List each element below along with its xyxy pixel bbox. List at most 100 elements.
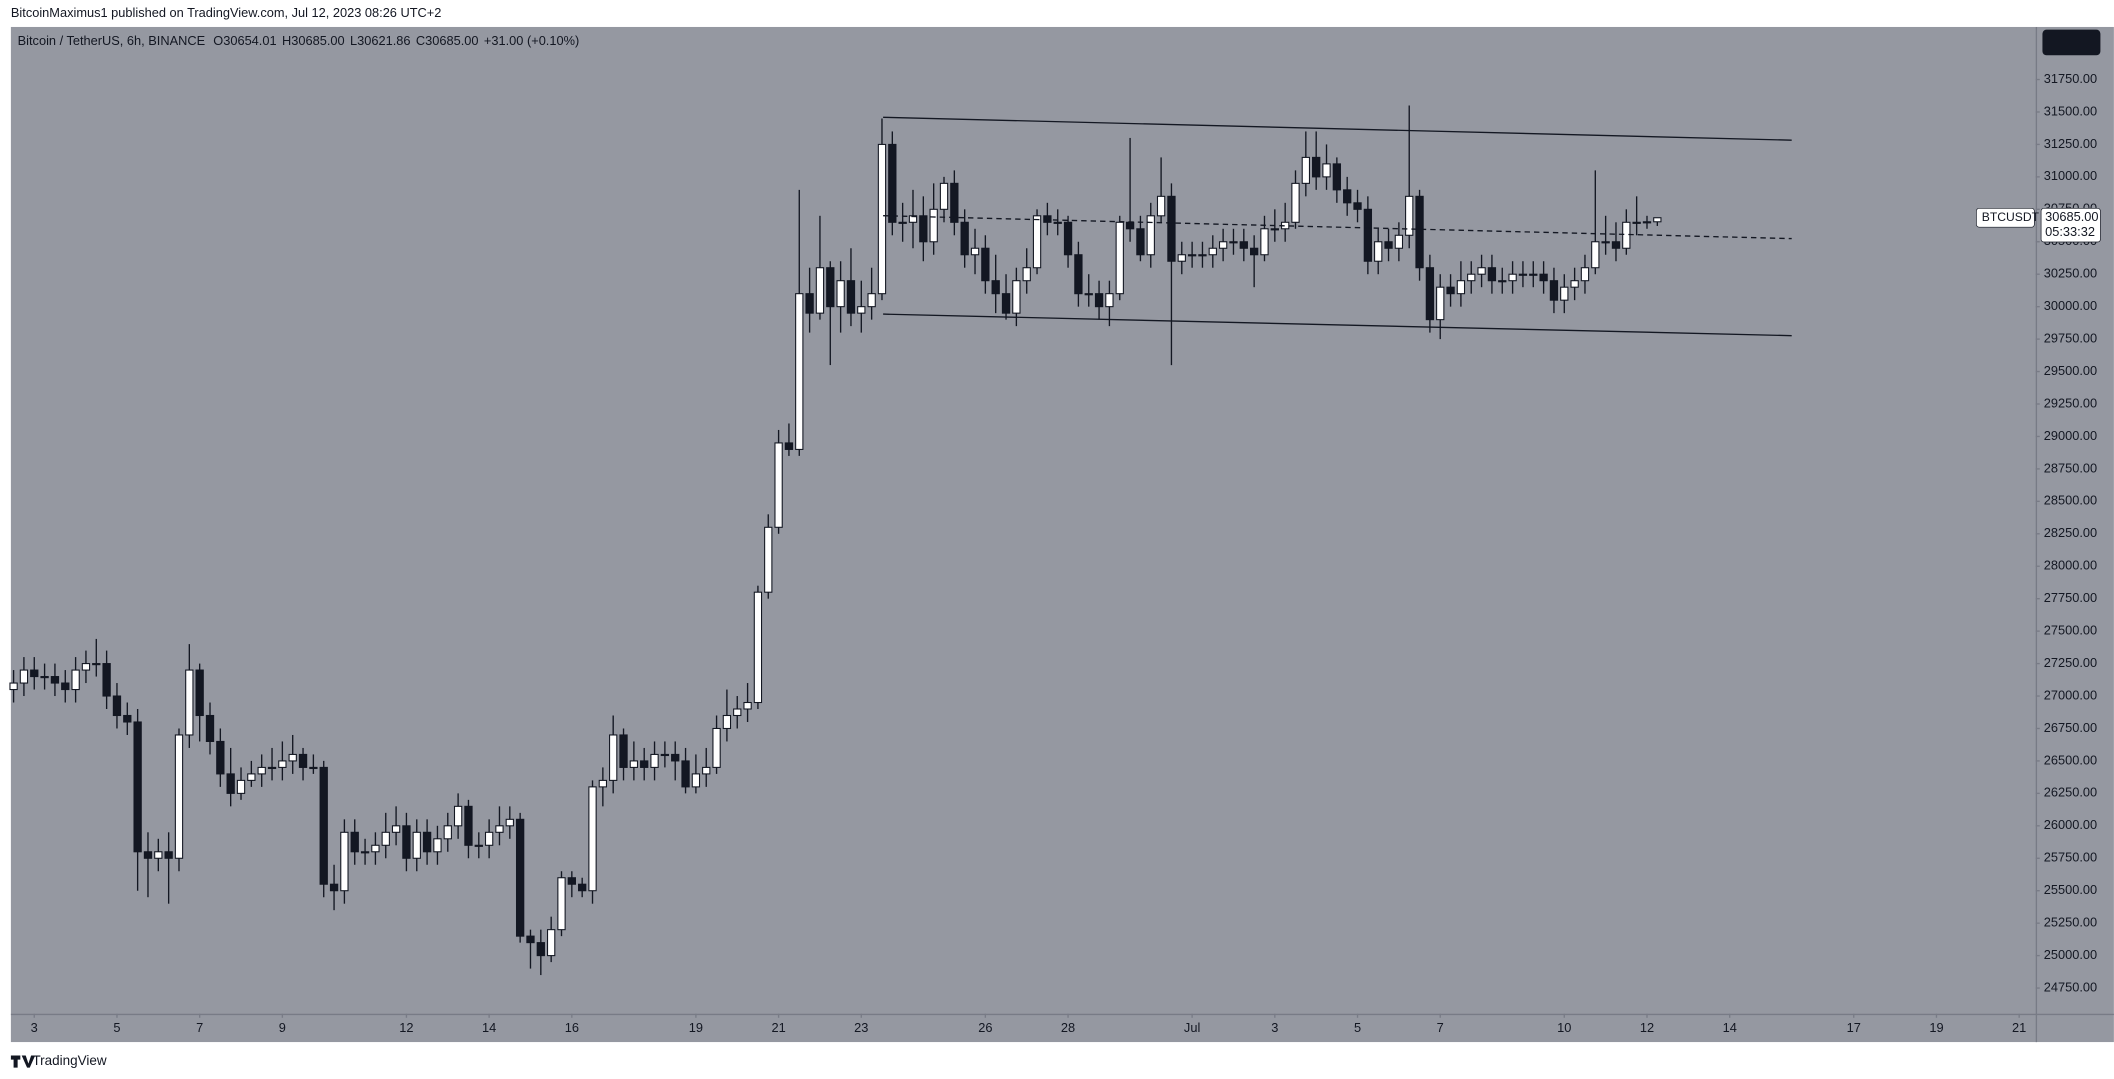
channel-top-line xyxy=(883,116,1792,141)
ohlc-key: O xyxy=(213,33,223,48)
candle-body xyxy=(836,280,845,308)
candle-body xyxy=(1239,241,1248,249)
toolbar-button[interactable] xyxy=(2042,29,2101,56)
candle-body xyxy=(1125,221,1135,230)
y-tick-label: 29000.00 xyxy=(2044,428,2097,443)
axes: 24750.00 25000.00 25250.00 25500.00 25750.00… xyxy=(31,71,2101,1035)
candle-body xyxy=(1312,156,1321,178)
candle-body xyxy=(1198,254,1207,257)
candle-body xyxy=(185,669,194,736)
channel-mid-line xyxy=(883,215,1792,240)
candle-body xyxy=(340,831,349,892)
candle-body xyxy=(1063,221,1073,256)
candle-body xyxy=(1115,221,1124,295)
y-tick-label: 27750.00 xyxy=(2044,590,2097,605)
candle-body xyxy=(381,831,390,846)
candle-body xyxy=(1539,273,1548,282)
candle-body xyxy=(1653,217,1662,223)
candle-body xyxy=(888,143,897,223)
x-tick-label: 21 xyxy=(2012,1020,2026,1035)
candle-body xyxy=(30,669,39,678)
y-tick-label: 25750.00 xyxy=(2044,850,2097,865)
candle-body xyxy=(1032,215,1042,269)
candle-body xyxy=(691,773,701,788)
candle-body xyxy=(1456,280,1466,295)
x-tick-label: 21 xyxy=(771,1020,785,1035)
candle-body xyxy=(92,663,101,666)
y-tick-label: 25500.00 xyxy=(2044,882,2097,897)
logo-icon xyxy=(10,1055,36,1068)
candle-body xyxy=(1105,293,1114,308)
candle-body xyxy=(247,773,256,781)
candle-body xyxy=(660,753,670,757)
y-tick-label: 28000.00 xyxy=(2044,558,2097,573)
candle-body xyxy=(1260,228,1269,256)
candle-body xyxy=(1301,156,1310,184)
y-tick-label: 25000.00 xyxy=(2044,947,2097,962)
candle-body xyxy=(391,825,401,833)
x-tick-label: Jul xyxy=(1184,1020,1200,1035)
candle-body xyxy=(1177,254,1186,262)
x-tick-label: 16 xyxy=(565,1020,579,1035)
candle-body xyxy=(1632,221,1641,224)
candle-body xyxy=(474,844,483,847)
y-tick-label: 31750.00 xyxy=(2044,71,2097,86)
x-tick-label: 10 xyxy=(1557,1020,1571,1035)
candle-body xyxy=(1249,247,1259,256)
candle-body xyxy=(671,753,680,762)
x-tick-label: 12 xyxy=(399,1020,413,1035)
countdown-label: 05:33:32 xyxy=(2045,224,2095,239)
candle-body xyxy=(702,766,711,775)
candle-body xyxy=(329,883,339,892)
candle-body xyxy=(1291,182,1300,223)
candle-body xyxy=(143,851,153,859)
candle-body xyxy=(1601,241,1610,244)
candle-body xyxy=(1384,241,1393,249)
candle-body xyxy=(1208,247,1217,256)
x-tick-label: 14 xyxy=(482,1020,496,1035)
candle-body xyxy=(784,442,794,450)
y-tick-label: 26500.00 xyxy=(2044,752,2097,767)
candle-body xyxy=(1022,267,1031,282)
candle-body xyxy=(112,695,122,717)
candle-body xyxy=(309,766,318,770)
candle-body xyxy=(515,818,525,937)
x-tick-label: 7 xyxy=(196,1020,203,1035)
candle-body xyxy=(1001,293,1011,314)
candle-body xyxy=(1167,195,1176,262)
candle-body xyxy=(257,766,266,775)
candle-body xyxy=(598,779,608,788)
x-tick-label: 28 xyxy=(1061,1020,1075,1035)
candle-body xyxy=(9,682,18,691)
candle-body xyxy=(123,714,132,723)
candle-body xyxy=(1518,273,1528,276)
candle-body xyxy=(1487,267,1497,282)
candle-body xyxy=(877,143,887,295)
candle-body xyxy=(1043,215,1052,223)
x-tick-label: 23 xyxy=(854,1020,868,1035)
candle-body xyxy=(619,734,628,768)
x-tick-label: 19 xyxy=(689,1020,703,1035)
candle-body xyxy=(1529,273,1538,276)
candle-body xyxy=(547,929,556,957)
candle-body xyxy=(929,208,938,243)
candle-body xyxy=(1508,273,1517,282)
x-tick-label: 7 xyxy=(1437,1020,1444,1035)
candle-body xyxy=(1611,241,1621,249)
y-tick-label: 27000.00 xyxy=(2044,687,2097,702)
candle-body xyxy=(743,701,752,710)
y-tick-label: 31250.00 xyxy=(2044,136,2097,151)
candle-body xyxy=(764,526,773,593)
candle-body xyxy=(1084,293,1093,296)
candle-body xyxy=(102,663,111,697)
candle-body xyxy=(970,247,980,256)
candle-body xyxy=(681,760,690,788)
candles xyxy=(9,105,1662,976)
candle-body xyxy=(226,773,235,794)
candle-body xyxy=(1332,163,1342,191)
price-change: +31.00 (+0.10%) xyxy=(484,33,579,48)
candle-body xyxy=(443,825,452,840)
ohlc-key: L xyxy=(350,33,357,48)
candle-body xyxy=(1353,202,1362,210)
